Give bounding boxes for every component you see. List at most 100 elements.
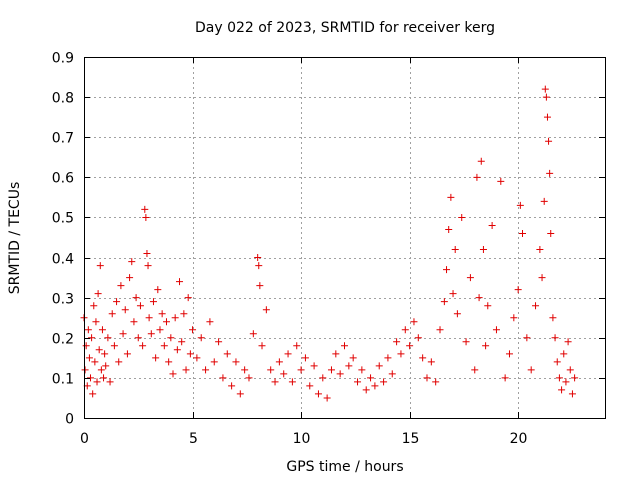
y-tick-label: 0.2 <box>52 332 74 348</box>
data-point <box>397 350 405 358</box>
data-point <box>98 326 106 334</box>
data-point <box>171 314 179 322</box>
y-tick-label: 0 <box>65 412 74 428</box>
data-point <box>519 229 527 237</box>
y-tick-label: 0.8 <box>52 91 74 107</box>
data-point <box>406 342 414 350</box>
data-point <box>301 354 309 362</box>
data-point <box>82 342 90 350</box>
data-point <box>249 330 257 338</box>
data-point <box>241 366 249 374</box>
y-tick-label: 0.3 <box>52 292 74 308</box>
data-point <box>314 390 322 398</box>
data-point <box>117 282 125 290</box>
data-point <box>162 318 170 326</box>
data-point <box>119 330 127 338</box>
data-point <box>560 350 568 358</box>
data-point <box>97 366 105 374</box>
data-point <box>184 294 192 302</box>
data-point <box>475 294 483 302</box>
data-point <box>165 358 173 366</box>
data-point <box>236 390 244 398</box>
data-point <box>232 358 240 366</box>
x-tick-label: 0 <box>80 431 89 447</box>
data-point <box>123 350 131 358</box>
data-point <box>367 374 375 382</box>
data-point <box>562 378 570 386</box>
data-point <box>180 310 188 318</box>
axes: 0 0.1 0.2 0.3 0.4 0.5 0.6 0.7 0.8 0.9 0 5 10 15 20 <box>52 51 605 447</box>
x-tick-label: 15 <box>402 431 420 447</box>
data-point <box>108 310 116 318</box>
y-tick-label: 0.4 <box>52 252 74 268</box>
data-point <box>488 221 496 229</box>
data-point <box>466 274 474 282</box>
data-point <box>410 318 418 326</box>
data-point <box>255 262 263 270</box>
data-point <box>532 302 540 310</box>
data-point <box>423 374 431 382</box>
plot-frame <box>84 57 606 419</box>
data-point <box>267 366 275 374</box>
y-tick-label: 0.9 <box>52 51 74 67</box>
data-point <box>121 306 129 314</box>
data-point <box>182 366 190 374</box>
data-point <box>380 378 388 386</box>
data-point <box>362 386 370 394</box>
data-point <box>94 290 102 298</box>
data-point <box>193 354 201 362</box>
data-point <box>145 314 153 322</box>
data-point <box>354 378 362 386</box>
data-point <box>169 370 177 378</box>
data-point <box>90 302 98 310</box>
data-point <box>393 338 401 346</box>
data-point <box>371 382 379 390</box>
data-point <box>87 374 95 382</box>
data-point <box>445 225 453 233</box>
data-point <box>143 250 151 258</box>
data-point <box>473 173 481 181</box>
data-point <box>288 378 296 386</box>
data-point <box>101 350 109 358</box>
data-point <box>139 342 147 350</box>
data-point <box>156 326 164 334</box>
data-point <box>414 334 422 342</box>
data-point <box>178 338 186 346</box>
data-point <box>219 374 227 382</box>
data-point <box>514 286 522 294</box>
data-point <box>451 246 459 254</box>
data-point <box>189 326 197 334</box>
data-point <box>144 262 152 270</box>
data-point <box>215 338 223 346</box>
data-point <box>258 342 266 350</box>
data-point <box>173 346 181 354</box>
grid <box>84 57 605 418</box>
data-point <box>210 358 218 366</box>
data-point <box>479 246 487 254</box>
data-point <box>440 298 448 306</box>
data-point <box>284 350 292 358</box>
data-point <box>492 326 500 334</box>
data-point <box>306 382 314 390</box>
data-point <box>447 193 455 201</box>
data-point <box>254 254 262 262</box>
data-point <box>152 354 160 362</box>
data-point <box>401 326 409 334</box>
data-points <box>80 85 579 402</box>
data-point <box>546 169 554 177</box>
data-point <box>436 326 444 334</box>
data-point <box>449 290 457 298</box>
data-point <box>136 302 144 310</box>
data-point <box>202 366 210 374</box>
data-point <box>419 354 427 362</box>
data-point <box>558 386 566 394</box>
data-point <box>345 362 353 370</box>
data-point <box>341 342 348 350</box>
data-point <box>256 282 264 290</box>
data-point <box>501 374 509 382</box>
data-point <box>566 366 574 374</box>
data-point <box>332 350 340 358</box>
data-point <box>96 262 104 270</box>
data-point <box>262 306 270 314</box>
data-point <box>95 346 103 354</box>
